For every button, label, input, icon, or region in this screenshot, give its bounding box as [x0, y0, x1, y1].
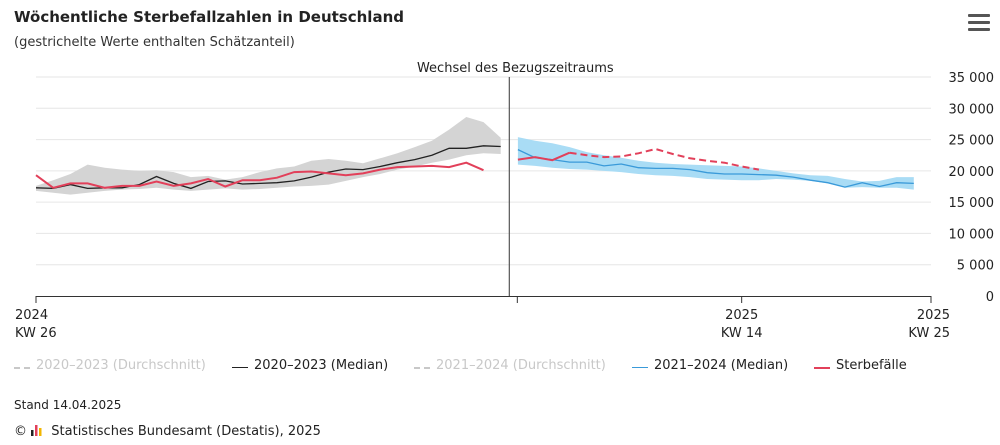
- x-tick-label: 2025: [917, 308, 950, 323]
- hamburger-menu-icon[interactable]: [968, 14, 990, 32]
- legend-label: 2020–2023 (Median): [254, 358, 389, 373]
- x-tick-label: 2024: [15, 308, 48, 323]
- sterbefaelle-line-right: [517, 151, 570, 162]
- y-tick-label: 20 000: [949, 165, 995, 180]
- chart-subtitle: (gestrichelte Werte enthalten Schätzante…: [14, 35, 295, 50]
- legend-line-symbol: [814, 367, 830, 369]
- legend-label: Sterbefälle: [836, 358, 907, 373]
- sterbefaelle-estimate-dashed-line: [569, 147, 760, 171]
- legend-dashdot-symbol: [14, 367, 30, 369]
- y-tick-label: 10 000: [949, 227, 995, 242]
- y-tick-label: 15 000: [949, 196, 995, 211]
- y-tick-label: 25 000: [949, 134, 995, 149]
- legend-label: 2020–2023 (Durchschnitt): [36, 358, 206, 373]
- band-2020-2023-area: [36, 117, 501, 195]
- source-footer: © Statistisches Bundesamt (Destatis), 20…: [14, 424, 321, 439]
- y-tick-label: 35 000: [949, 71, 995, 86]
- y-tick-label: 30 000: [949, 102, 995, 117]
- y-tick-label: 5 000: [957, 259, 994, 274]
- stand-date: Stand 14.04.2025: [14, 398, 122, 412]
- source-text: Statistisches Bundesamt (Destatis), 2025: [51, 424, 321, 439]
- x-tick-label: 2025: [725, 308, 758, 323]
- x-tick-label: KW 14: [721, 326, 763, 341]
- x-tick-label: KW 26: [15, 326, 57, 341]
- destatis-logo-icon: [31, 425, 42, 436]
- copyright-symbol: ©: [14, 424, 27, 439]
- band-2021-2024-area: [517, 137, 914, 190]
- chart-title: Wöchentliche Sterbefallzahlen in Deutsch…: [14, 8, 404, 26]
- median-2021-2024-line: [517, 149, 914, 188]
- sterbefaelle-line-left: [35, 161, 484, 189]
- legend-label: 2021–2024 (Durchschnitt): [436, 358, 606, 373]
- chart-plot: 0 5 000 10 000 15 000 20 000 25 000 30 000 35 0…: [15, 61, 995, 341]
- legend-line-symbol: [232, 367, 248, 368]
- period-change-annotation: Wechsel des Bezugszeitraums: [417, 61, 614, 76]
- y-tick-label: 0: [986, 290, 994, 305]
- legend-dashdot-symbol: [414, 367, 430, 369]
- legend-label: 2021–2024 (Median): [654, 358, 789, 373]
- x-tick-label: KW 25: [908, 326, 950, 341]
- legend-line-symbol: [632, 367, 648, 368]
